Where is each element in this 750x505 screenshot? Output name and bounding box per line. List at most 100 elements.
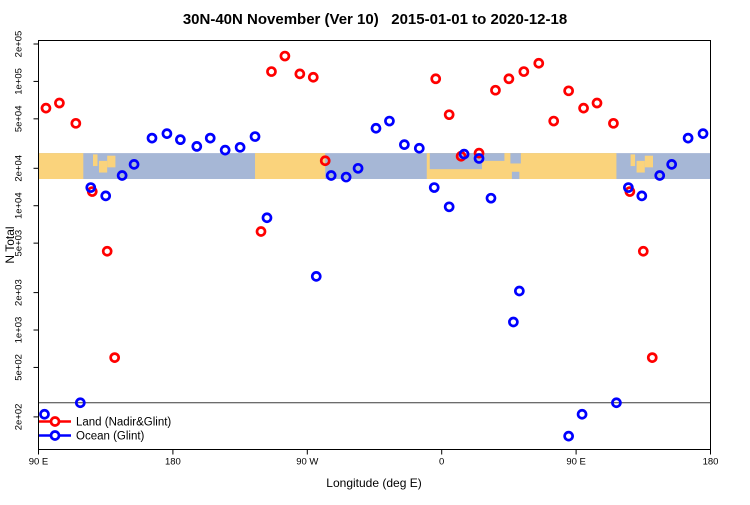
scatter-point-land xyxy=(430,73,442,85)
x-tick-label: 180 xyxy=(703,457,719,468)
y-tick-label: 1e+04 xyxy=(14,192,25,219)
scatter-point-land xyxy=(533,57,545,69)
scatter-point-ocean xyxy=(128,159,140,170)
map-land-segment xyxy=(38,153,84,180)
map-sea-patch xyxy=(510,153,521,164)
y-tick-label: 1e+05 xyxy=(14,68,25,95)
map-sea-patch xyxy=(429,153,483,170)
y-tick-label: 2e+04 xyxy=(14,155,25,182)
scatter-point-ocean xyxy=(508,316,519,328)
scatter-point-land xyxy=(109,352,121,363)
legend: Land (Nadir&Glint) Ocean (Glint) xyxy=(39,416,171,443)
scatter-point-land xyxy=(591,97,603,109)
scatter-point-ocean xyxy=(443,201,455,213)
y-tick-label: 1e+03 xyxy=(14,317,25,344)
scatter-point-land xyxy=(255,226,267,237)
scatter-point-ocean xyxy=(485,192,497,204)
scatter-point-land xyxy=(503,73,515,85)
scatter-point-ocean xyxy=(261,212,273,224)
scatter-point-ocean xyxy=(340,171,352,183)
scatter-point-ocean xyxy=(428,182,440,193)
scatter-point-land xyxy=(578,102,589,114)
scatter-point-ocean xyxy=(39,408,50,420)
scatter-point-ocean xyxy=(413,142,425,154)
y-tick-label: 2e+02 xyxy=(14,404,25,431)
map-island-patch xyxy=(98,160,108,173)
scatter-point-land xyxy=(319,155,331,167)
scatter-point-ocean xyxy=(697,128,709,140)
scatter-points xyxy=(39,50,709,442)
y-tick-label: 2e+03 xyxy=(14,279,25,306)
scatter-point-ocean xyxy=(85,182,97,193)
map-land-segment xyxy=(255,153,326,180)
scatter-point-ocean xyxy=(191,141,203,152)
scatter-point-land xyxy=(473,147,485,159)
scatter-point-ocean xyxy=(623,182,634,193)
plot-border xyxy=(38,40,711,450)
scatter-point-land xyxy=(54,97,65,109)
scatter-point-ocean xyxy=(563,430,574,442)
map-island-patch xyxy=(630,154,636,167)
legend-land-label: Land (Nadir&Glint) xyxy=(76,417,171,429)
scatter-point-land xyxy=(637,245,649,257)
scatter-point-ocean xyxy=(219,144,231,156)
world-map-band xyxy=(38,153,711,180)
scatter-point-ocean xyxy=(146,132,158,144)
x-tick-label: 0 xyxy=(439,457,444,468)
x-tick-label: 180 xyxy=(165,457,181,468)
scatter-point-land xyxy=(266,66,277,77)
axis-ticks: 90 E 180 90 W 0 90 E 180 2e+05 1e+05 5e+04 2e+04 1… xyxy=(14,31,719,468)
scatter-point-land xyxy=(608,117,619,129)
scatter-point-ocean xyxy=(458,148,470,160)
legend-item-ocean: Ocean (Glint) xyxy=(39,430,145,443)
x-axis-title: Longitude (deg E) xyxy=(326,476,421,490)
scatter-point-ocean xyxy=(249,131,261,142)
scatter-point-ocean xyxy=(74,397,86,409)
scatter-point-ocean xyxy=(116,170,128,181)
y-tick-label: 5e+04 xyxy=(14,105,25,132)
scatter-point-ocean xyxy=(473,153,485,164)
scatter-point-ocean xyxy=(636,190,648,202)
y-tick-label: 2e+05 xyxy=(14,31,25,58)
x-tick-label: 90 E xyxy=(566,457,586,468)
scatter-point-land xyxy=(490,84,501,96)
legend-land-marker-icon xyxy=(49,416,61,427)
scatter-point-ocean xyxy=(654,170,666,181)
scatter-point-land xyxy=(279,50,291,62)
scatter-point-ocean xyxy=(204,132,216,144)
scatter-point-land xyxy=(40,102,52,114)
map-island-patch xyxy=(636,160,645,173)
map-island-patch xyxy=(107,155,116,168)
scatter-point-land xyxy=(307,71,319,83)
x-tick-label: 90 E xyxy=(29,457,49,468)
scatter-point-land xyxy=(101,245,113,257)
map-island-patch xyxy=(93,154,98,167)
scatter-point-ocean xyxy=(234,141,246,153)
legend-item-land: Land (Nadir&Glint) xyxy=(39,416,171,429)
chart-title: 30N-40N November (Ver 10) 2015-01-01 to … xyxy=(182,11,568,28)
legend-ocean-label: Ocean (Glint) xyxy=(76,431,145,443)
scatter-point-land xyxy=(518,66,530,77)
map-sea-patch xyxy=(482,153,505,161)
map-island-patch xyxy=(644,155,654,168)
x-tick-label: 90 W xyxy=(296,457,318,468)
scatter-point-ocean xyxy=(514,285,525,297)
scatter-point-ocean xyxy=(161,128,173,140)
scatter-point-ocean xyxy=(352,162,364,174)
y-tick-label: 5e+02 xyxy=(14,354,25,381)
scatter-point-ocean xyxy=(666,159,678,170)
scatter-point-land xyxy=(294,68,306,80)
scatter-point-ocean xyxy=(175,134,186,146)
scatter-point-ocean xyxy=(325,170,337,181)
legend-ocean-marker-icon xyxy=(49,430,61,441)
scatter-point-land xyxy=(646,352,658,363)
scatter-point-ocean xyxy=(576,408,588,420)
map-sea-patch xyxy=(511,171,520,180)
scatter-point-ocean xyxy=(682,132,694,144)
scatter-point-land xyxy=(70,117,82,129)
scatter-point-ocean xyxy=(384,115,395,127)
scatter-point-land xyxy=(548,115,560,127)
scatter-point-ocean xyxy=(399,139,410,150)
scatter-point-ocean xyxy=(611,397,622,409)
